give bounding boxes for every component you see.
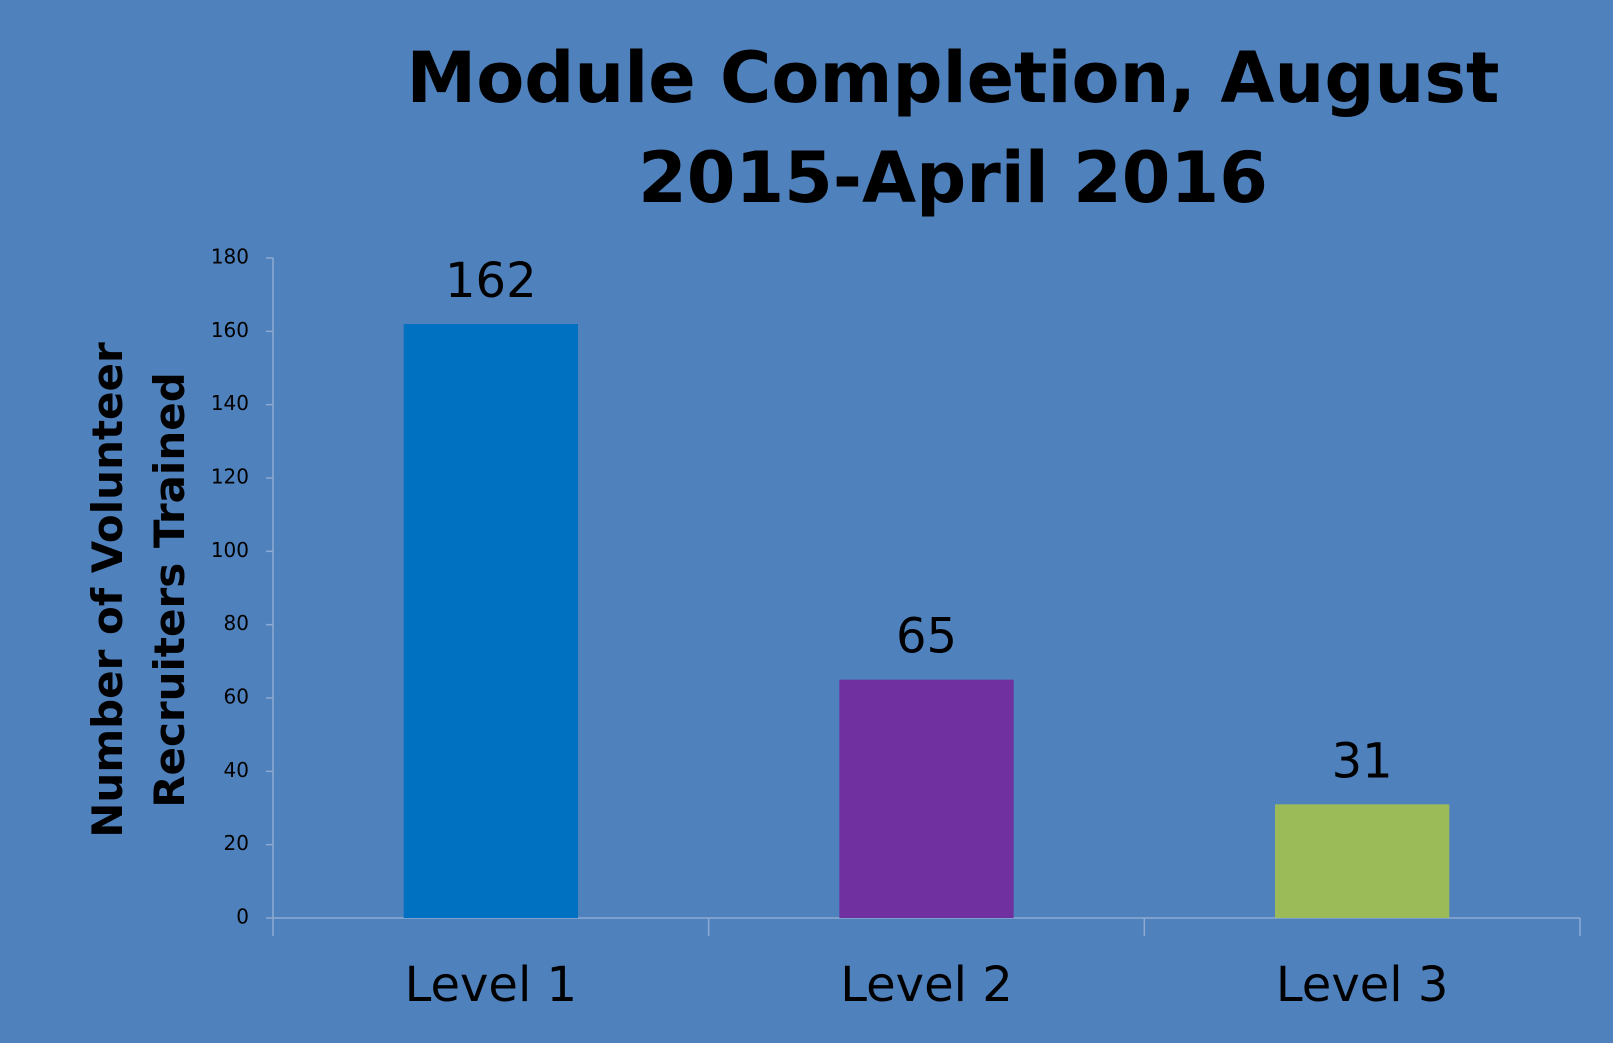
bar bbox=[403, 324, 578, 918]
y-tick-label: 180 bbox=[211, 245, 249, 269]
y-tick-label: 40 bbox=[224, 758, 249, 782]
data-label: 162 bbox=[445, 253, 537, 309]
x-tick-label: Level 2 bbox=[840, 957, 1013, 1013]
y-tick-label: 160 bbox=[211, 318, 249, 342]
data-label: 65 bbox=[896, 609, 957, 665]
y-tick-label: 120 bbox=[211, 465, 249, 489]
y-tick-label: 140 bbox=[211, 391, 249, 415]
bar bbox=[839, 679, 1014, 918]
chart-title: Module Completion, August 2015-April 201… bbox=[406, 37, 1500, 219]
y-tick-label: 0 bbox=[236, 905, 249, 929]
x-tick-label: Level 3 bbox=[1276, 957, 1449, 1013]
data-label: 31 bbox=[1332, 733, 1393, 789]
y-tick-label: 80 bbox=[224, 611, 249, 635]
bar bbox=[1275, 804, 1450, 918]
y-tick-label: 60 bbox=[224, 685, 249, 709]
x-tick-label: Level 1 bbox=[405, 957, 578, 1013]
y-tick-label: 20 bbox=[224, 831, 249, 855]
y-tick-label: 100 bbox=[211, 538, 249, 562]
